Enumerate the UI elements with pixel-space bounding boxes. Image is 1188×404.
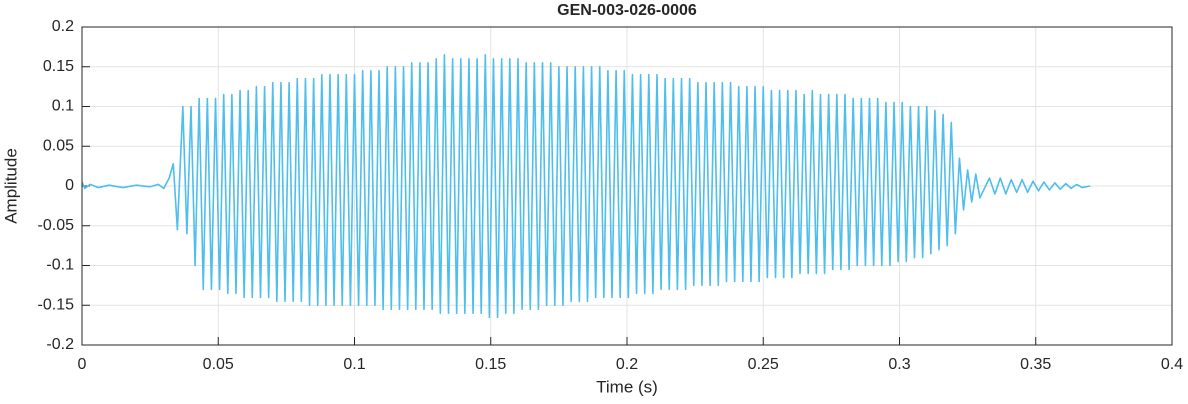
y-tick-label: -0.1	[46, 257, 74, 274]
x-tick-label: 0.1	[343, 356, 365, 373]
y-tick-label: 0	[65, 177, 74, 194]
y-tick-label: -0.05	[38, 217, 75, 234]
x-tick-label: 0.2	[616, 356, 638, 373]
x-tick-label: 0.15	[475, 356, 506, 373]
plot-frame	[81, 26, 1173, 346]
y-tick-label: 0.2	[52, 18, 74, 35]
x-tick-label: 0.25	[748, 356, 779, 373]
y-tick-label: 0.1	[52, 98, 74, 115]
y-tick-label: -0.2	[46, 336, 74, 353]
y-tick-label: 0.15	[43, 58, 74, 75]
waveform-line	[81, 54, 1091, 318]
x-tick-label: 0.05	[203, 356, 234, 373]
x-axis-label: Time (s)	[596, 377, 658, 396]
chart-title: GEN-003-026-0006	[557, 2, 697, 19]
x-tick-label: 0.4	[1161, 356, 1183, 373]
y-axis-label: Amplitude	[1, 148, 20, 224]
x-tick-label: 0	[78, 356, 87, 373]
y-tick-label: 0.05	[43, 137, 74, 154]
x-tick-label: 0.3	[888, 356, 910, 373]
y-tick-label: -0.15	[38, 296, 75, 313]
x-tick-label: 0.35	[1020, 356, 1051, 373]
